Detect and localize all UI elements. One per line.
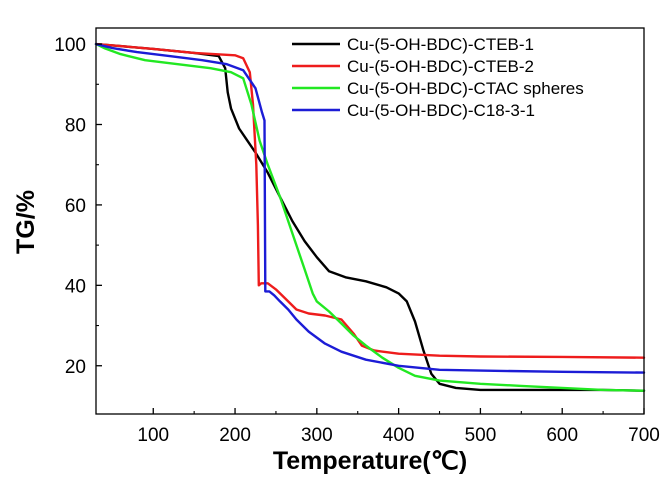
x-tick-label: 500 [465,425,497,446]
x-tick-label: 200 [219,425,251,446]
series-line-3 [94,42,646,392]
series-layer [94,42,646,392]
legend: Cu-(5-OH-BDC)-CTEB-1 Cu-(5-OH-BDC)-CTEB-2… [292,35,584,120]
y-tick-label: 80 [65,116,86,137]
ticks-layer: 100 200 300 400 500 600 700 20 40 60 80 100 [54,35,660,446]
legend-label-2: Cu-(5-OH-BDC)-CTEB-2 [347,57,534,76]
x-tick-label: 100 [137,425,169,446]
series-line-2 [94,42,646,359]
legend-label-3: Cu-(5-OH-BDC)-CTAC spheres [347,79,584,98]
x-tick-label: 600 [546,425,578,446]
y-tick-label: 60 [65,196,86,217]
y-axis-title: TG/% [12,190,40,254]
y-tick-label: 100 [54,35,86,56]
x-tick-label: 400 [383,425,415,446]
plot-frame [95,27,645,415]
x-tick-label: 700 [628,425,660,446]
x-tick-label: 300 [301,425,333,446]
legend-label-4: Cu-(5-OH-BDC)-C18-3-1 [347,101,535,120]
y-tick-label: 20 [65,357,86,378]
series-line-4 [94,42,646,374]
legend-label-1: Cu-(5-OH-BDC)-CTEB-1 [347,35,534,54]
x-axis-title: Temperature(℃) [273,447,467,475]
y-tick-label: 40 [65,276,86,297]
